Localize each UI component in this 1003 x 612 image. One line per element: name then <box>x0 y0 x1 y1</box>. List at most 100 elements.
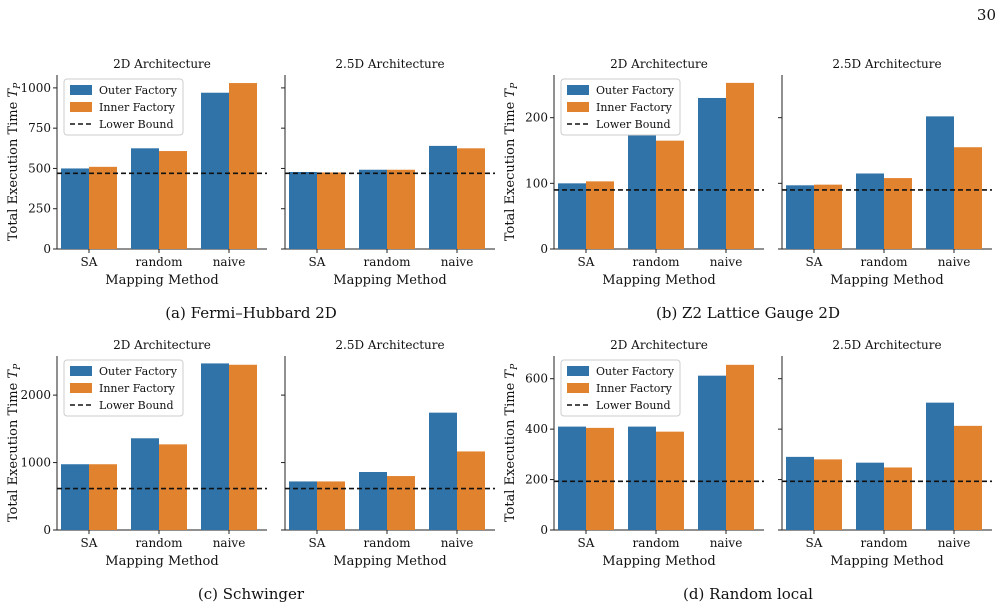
panel-title: 2.5D Architecture <box>335 57 444 71</box>
y-axis-label-symbol: T <box>6 369 21 379</box>
x-tick-label: naive <box>441 536 474 550</box>
figure-caption: (c) Schwinger <box>198 585 305 603</box>
y-tick-label: 0 <box>43 523 51 537</box>
figure-caption: (b) Z2 Lattice Gauge 2D <box>656 304 840 322</box>
legend-swatch-outer <box>70 366 92 376</box>
y-axis-label-symbol: T <box>503 88 518 98</box>
legend-label: Lower Bound <box>99 399 174 412</box>
panel-title: 2.5D Architecture <box>832 57 941 71</box>
x-tick-label: random <box>364 255 412 269</box>
outer-factory-bar-naive <box>698 375 726 530</box>
x-axis-label: Mapping Method <box>830 273 943 288</box>
inner-factory-bar-naive <box>954 425 982 530</box>
panel-2-5d: 2.5D Architecture SA random naive Mapping Me… <box>281 338 495 569</box>
outer-factory-bar-random <box>628 426 656 530</box>
y-tick-label: 750 <box>28 121 51 135</box>
panel-2d: 2D Architecture 0 250 500 750 1000 SA random nai… <box>20 57 267 288</box>
x-tick-label: naive <box>938 255 971 269</box>
legend-box <box>560 359 681 417</box>
inner-factory-bar-SA <box>814 459 842 530</box>
legend: Outer Factory Inner Factory Lower Bound <box>63 78 184 136</box>
outer-factory-bar-naive <box>429 412 457 530</box>
x-tick-label: SA <box>578 255 595 269</box>
inner-factory-bar-random <box>159 151 187 249</box>
legend-label: Outer Factory <box>596 365 675 378</box>
x-tick-label: SA <box>309 255 326 269</box>
panel-title: 2D Architecture <box>610 57 708 71</box>
outer-factory-bar-naive <box>926 116 954 250</box>
panel-2d: 2D Architecture 0 100 200 SA random naive Mappi… <box>525 57 764 288</box>
legend-box <box>63 78 184 136</box>
legend-swatch-outer <box>567 366 589 376</box>
inner-factory-bar-naive <box>954 147 982 249</box>
y-tick-label: 200 <box>525 473 548 487</box>
y-tick-label: 0 <box>540 242 548 256</box>
legend-label: Inner Factory <box>596 101 673 114</box>
inner-factory-bar-naive <box>457 148 485 249</box>
y-axis-label-subscript: P <box>13 363 23 371</box>
x-axis-label: Mapping Method <box>333 273 446 288</box>
legend-label: Inner Factory <box>596 382 673 395</box>
inner-factory-bar-SA <box>89 166 117 249</box>
panel-2-5d: 2.5D Architecture SA random naive Mapping Me… <box>778 57 992 288</box>
x-tick-label: random <box>136 255 184 269</box>
y-tick-label: 0 <box>540 523 548 537</box>
legend-swatch-inner <box>567 383 589 393</box>
y-axis-label-subscript: P <box>13 82 23 90</box>
outer-factory-bar-naive <box>429 145 457 249</box>
x-axis-label: Mapping Method <box>602 554 715 569</box>
legend: Outer Factory Inner Factory Lower Bound <box>63 359 184 417</box>
legend-box <box>63 359 184 417</box>
outer-factory-bar-random <box>856 173 884 249</box>
legend-swatch-outer <box>567 85 589 95</box>
legend-label: Outer Factory <box>99 84 178 97</box>
outer-factory-bar-SA <box>786 456 814 530</box>
outer-factory-bar-SA <box>61 168 89 249</box>
x-tick-label: random <box>633 536 681 550</box>
legend-swatch-outer <box>70 85 92 95</box>
x-tick-label: SA <box>578 536 595 550</box>
panel-title: 2D Architecture <box>113 338 211 352</box>
x-axis-label: Mapping Method <box>830 554 943 569</box>
panel-2-5d: 2.5D Architecture SA random naive Mapping Me… <box>281 57 495 288</box>
x-tick-label: SA <box>81 255 98 269</box>
inner-factory-bar-random <box>387 169 415 249</box>
x-tick-label: naive <box>213 255 246 269</box>
x-tick-label: naive <box>710 255 743 269</box>
x-tick-label: SA <box>309 536 326 550</box>
x-tick-label: SA <box>806 255 823 269</box>
y-tick-label: 500 <box>28 161 51 175</box>
legend-label: Lower Bound <box>99 118 174 131</box>
outer-factory-bar-random <box>856 462 884 530</box>
x-tick-label: SA <box>81 536 98 550</box>
inner-factory-bar-SA <box>317 172 345 249</box>
panel-title: 2D Architecture <box>610 338 708 352</box>
inner-factory-bar-random <box>884 178 912 249</box>
inner-factory-bar-SA <box>586 181 614 249</box>
x-tick-label: naive <box>441 255 474 269</box>
legend: Outer Factory Inner Factory Lower Bound <box>560 359 681 417</box>
x-axis-label: Mapping Method <box>333 554 446 569</box>
outer-factory-bar-random <box>131 438 159 530</box>
outer-factory-bar-SA <box>786 185 814 249</box>
y-tick-label: 600 <box>525 372 548 386</box>
inner-factory-bar-SA <box>814 184 842 249</box>
legend-swatch-inner <box>567 102 589 112</box>
y-axis-label-subscript: P <box>510 82 520 90</box>
panel-2-5d: 2.5D Architecture SA random naive Mapping Me… <box>778 338 992 569</box>
y-tick-label: 0 <box>43 242 51 256</box>
y-axis-label-subscript: P <box>510 363 520 371</box>
outer-factory-bar-SA <box>61 464 89 530</box>
outer-factory-bar-random <box>359 472 387 530</box>
outer-factory-bar-random <box>359 169 387 249</box>
x-tick-label: naive <box>213 536 246 550</box>
outer-factory-bar-SA <box>558 426 586 530</box>
y-tick-label: 100 <box>525 176 548 190</box>
x-axis-label: Mapping Method <box>105 273 218 288</box>
outer-factory-bar-naive <box>201 92 229 249</box>
y-axis-label: Total Execution Time TP <box>6 363 23 522</box>
x-tick-label: naive <box>710 536 743 550</box>
inner-factory-bar-random <box>656 140 684 249</box>
